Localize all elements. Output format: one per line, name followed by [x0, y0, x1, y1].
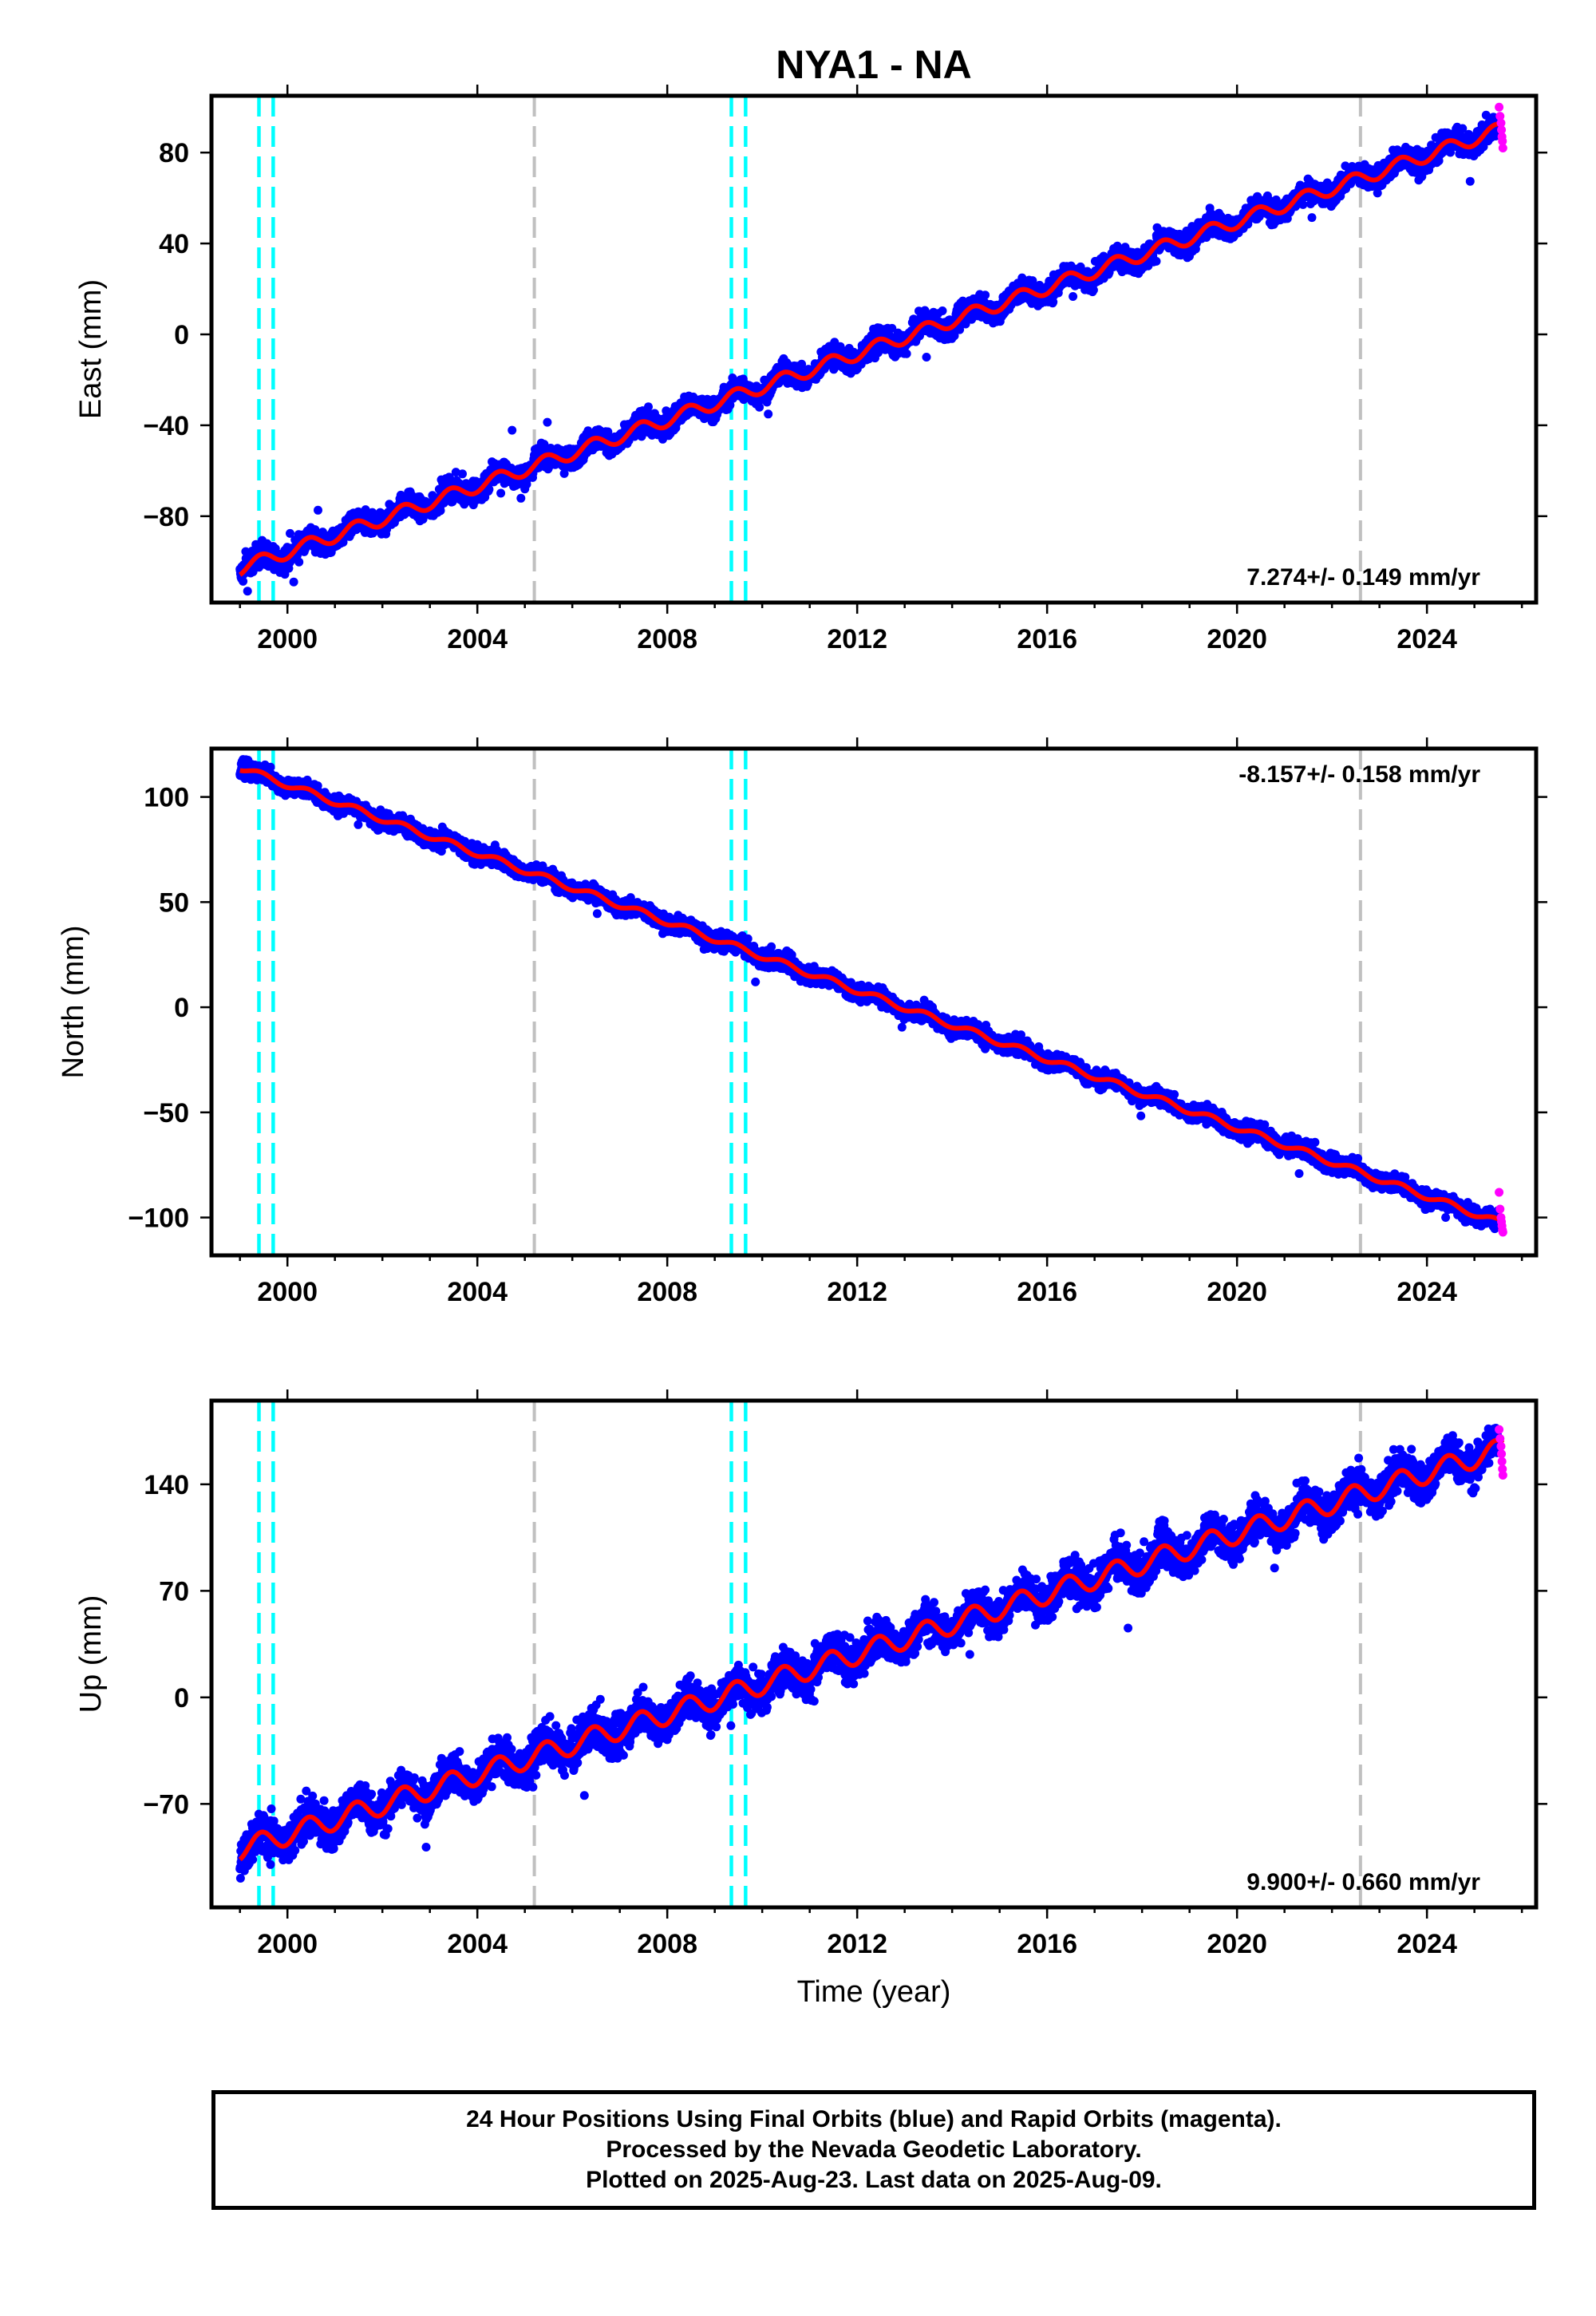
data-point	[286, 528, 294, 538]
data-point	[755, 402, 764, 412]
data-point	[902, 349, 911, 358]
data-point	[981, 290, 990, 300]
final-orbit-points	[235, 110, 1503, 596]
y-tick-label: 80	[159, 138, 189, 168]
plot-area	[235, 749, 1507, 1255]
figure-title: NYA1 - NA	[776, 42, 971, 87]
data-point	[922, 353, 931, 362]
x-tick-label: 2012	[827, 624, 887, 654]
y-tick-label: −80	[143, 502, 189, 532]
data-point	[436, 506, 445, 516]
data-point	[243, 587, 252, 596]
data-point	[797, 359, 807, 369]
data-point	[516, 493, 526, 503]
data-point	[1152, 256, 1161, 266]
rate-annotation: 7.274+/- 0.149 mm/yr	[1246, 564, 1480, 591]
x-tick-label: 2016	[1017, 624, 1077, 654]
x-tick-label: 2008	[637, 624, 697, 654]
data-point	[543, 417, 552, 427]
data-point	[764, 409, 773, 419]
data-point	[644, 402, 653, 412]
data-point	[1307, 213, 1317, 223]
rapid-point	[1498, 143, 1507, 152]
y-axis-label: East (mm)	[74, 279, 108, 419]
data-point	[294, 557, 304, 567]
data-point	[484, 484, 494, 494]
panel-2: 2000 2004 2008 2012 2016 2020 2024−100−5005010…	[57, 737, 1547, 1307]
x-tick-label: 2000	[257, 624, 318, 654]
data-point	[314, 505, 322, 515]
data-point	[508, 425, 517, 435]
y-tick-label: 0	[174, 320, 189, 350]
plot-area	[235, 96, 1507, 603]
y-tick-label: 40	[159, 229, 189, 259]
data-point	[458, 469, 467, 479]
panels: 2000 2004 2008 2012 2016 2020 2024 −80 −40 0 40 80 E…	[57, 85, 1547, 2009]
x-tick-label: 2004	[447, 624, 508, 654]
x-tick-label: 2020	[1207, 624, 1267, 654]
data-point	[1465, 176, 1475, 186]
rapid-point	[1495, 102, 1504, 112]
data-point	[938, 306, 947, 315]
data-point	[289, 577, 298, 587]
panel-1: 2000 2004 2008 2012 2016 2020 2024 −80 −40 0 40 80 E…	[74, 85, 1547, 654]
data-point	[603, 427, 613, 437]
data-point	[1069, 292, 1078, 301]
x-tick-label: 2024	[1396, 624, 1457, 654]
y-tick-label: −40	[143, 411, 189, 441]
data-point	[239, 576, 248, 586]
data-point	[496, 488, 506, 498]
data-point	[725, 401, 735, 410]
